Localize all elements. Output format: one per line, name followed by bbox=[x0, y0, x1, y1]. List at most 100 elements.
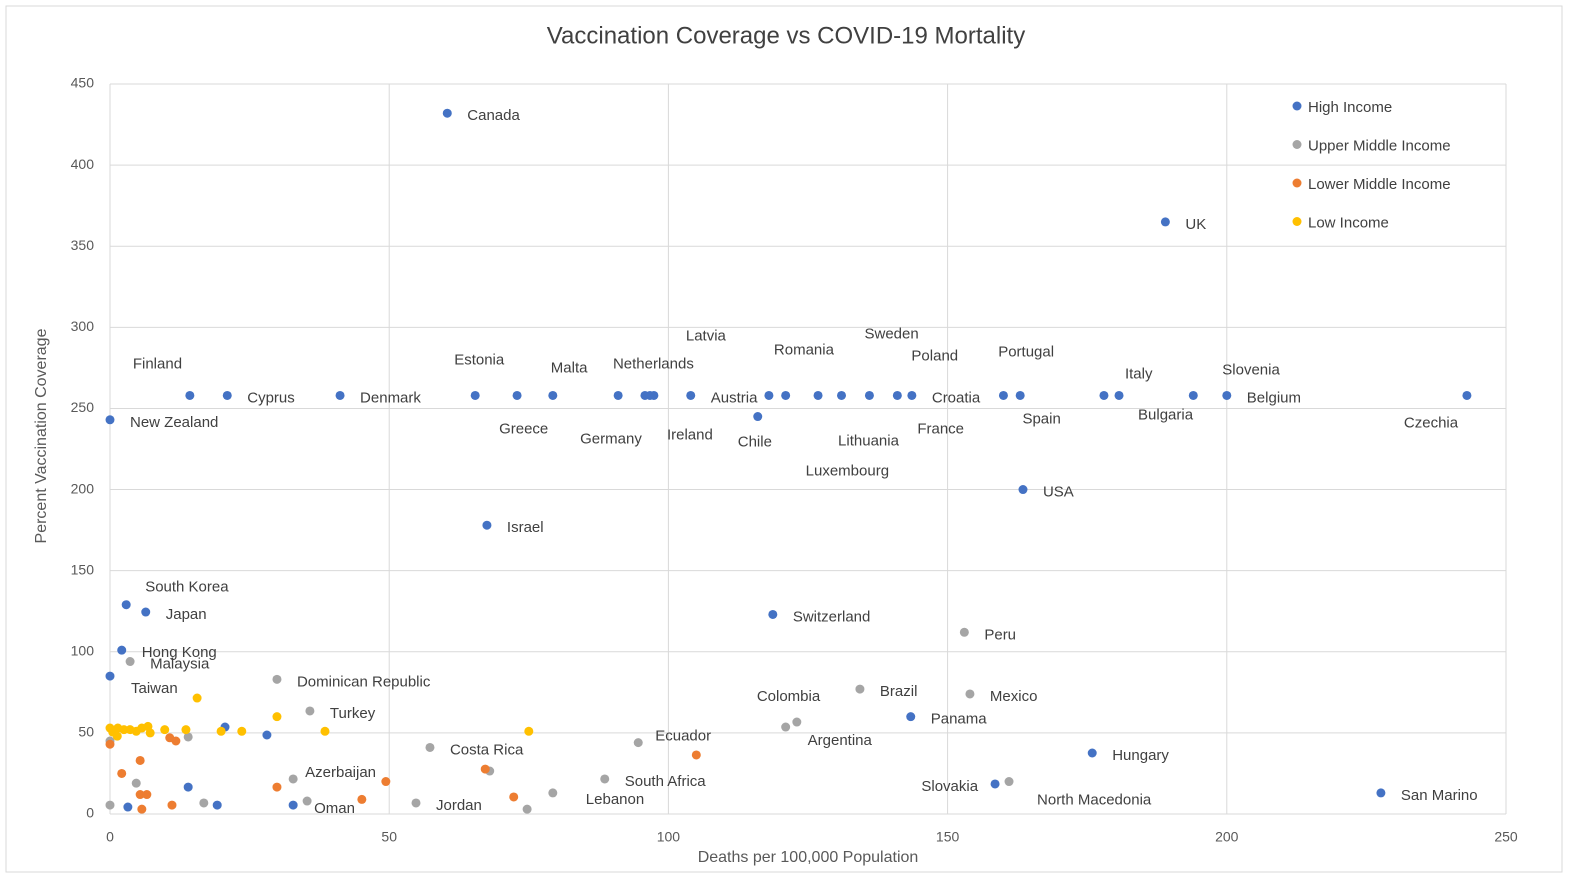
chart-frame bbox=[5, 5, 1563, 873]
point bbox=[105, 671, 115, 681]
point-label: Cyprus bbox=[247, 389, 295, 406]
point bbox=[135, 790, 145, 800]
y-tick-label: 450 bbox=[71, 75, 95, 91]
point-label: North Macedonia bbox=[1037, 792, 1152, 809]
point bbox=[1015, 390, 1025, 400]
legend-label: High Income bbox=[1308, 99, 1392, 116]
legend-marker bbox=[1292, 140, 1302, 149]
point-label: Ecuador bbox=[655, 728, 711, 745]
point bbox=[1018, 485, 1028, 495]
point bbox=[121, 600, 131, 610]
point bbox=[482, 520, 492, 530]
point bbox=[411, 798, 421, 808]
point-label: UK bbox=[1185, 216, 1206, 233]
point-label: Germany bbox=[580, 430, 642, 447]
point bbox=[1462, 390, 1472, 400]
point-label: Czechia bbox=[1404, 414, 1459, 431]
point bbox=[183, 732, 193, 742]
point bbox=[998, 390, 1008, 400]
point bbox=[768, 609, 778, 619]
point-label: Hong Kong bbox=[142, 644, 217, 661]
point bbox=[216, 726, 226, 736]
y-tick-label: 250 bbox=[71, 399, 95, 415]
point bbox=[509, 792, 519, 802]
point-label: Poland bbox=[911, 347, 958, 364]
point bbox=[907, 390, 917, 400]
point bbox=[781, 722, 791, 732]
point-label: Dominican Republic bbox=[297, 673, 431, 690]
y-axis-title: Percent Vaccination Coverage bbox=[33, 328, 50, 543]
point bbox=[792, 717, 802, 727]
y-tick-label: 200 bbox=[71, 480, 95, 496]
point-label: Jordan bbox=[436, 797, 482, 814]
point bbox=[649, 390, 659, 400]
point bbox=[222, 390, 232, 400]
point bbox=[892, 390, 902, 400]
point-label: Romania bbox=[774, 341, 835, 358]
point-label: Turkey bbox=[330, 705, 376, 722]
legend-marker bbox=[1292, 101, 1302, 111]
point-label: Lithuania bbox=[838, 432, 900, 449]
point-label: Slovakia bbox=[921, 778, 978, 795]
point-label: South Africa bbox=[625, 773, 707, 790]
point bbox=[548, 788, 558, 798]
point-label: Greece bbox=[499, 420, 548, 437]
y-tick-label: 100 bbox=[71, 642, 95, 658]
point-label: Brazil bbox=[880, 683, 918, 700]
legend-marker bbox=[1292, 217, 1302, 226]
point bbox=[305, 706, 315, 716]
point bbox=[137, 804, 147, 814]
point bbox=[965, 689, 975, 699]
point-label: San Marino bbox=[1401, 787, 1478, 804]
point bbox=[864, 390, 874, 400]
legend-marker bbox=[1292, 178, 1302, 188]
y-tick-label: 350 bbox=[71, 237, 95, 253]
y-tick-label: 150 bbox=[71, 561, 95, 577]
point bbox=[145, 728, 155, 738]
x-axis-title: Deaths per 100,000 Population bbox=[698, 849, 919, 866]
point-label: Oman bbox=[314, 800, 355, 817]
point bbox=[192, 693, 202, 703]
point bbox=[813, 390, 823, 400]
point bbox=[288, 800, 298, 810]
point bbox=[753, 412, 763, 422]
point bbox=[105, 739, 115, 749]
point bbox=[855, 684, 865, 694]
point bbox=[288, 774, 298, 784]
point bbox=[691, 750, 701, 760]
point bbox=[105, 800, 115, 810]
point bbox=[381, 777, 391, 787]
point bbox=[633, 738, 643, 748]
point bbox=[183, 782, 193, 792]
point bbox=[160, 725, 170, 735]
x-tick-label: 250 bbox=[1494, 829, 1518, 845]
point bbox=[548, 390, 558, 400]
point-label: Finland bbox=[133, 355, 182, 372]
point bbox=[357, 794, 367, 804]
point bbox=[112, 731, 122, 741]
point bbox=[906, 712, 916, 722]
point bbox=[171, 736, 181, 746]
x-tick-label: 100 bbox=[657, 829, 681, 845]
point bbox=[522, 804, 532, 814]
point bbox=[1114, 390, 1124, 400]
point-label: Mexico bbox=[990, 688, 1038, 705]
point bbox=[320, 726, 330, 736]
point bbox=[141, 607, 151, 617]
point-label: Austria bbox=[711, 389, 758, 406]
legend-label: Low Income bbox=[1308, 214, 1389, 231]
point-label: Israel bbox=[507, 519, 544, 536]
point bbox=[764, 390, 774, 400]
legend-label: Upper Middle Income bbox=[1308, 137, 1451, 154]
point-label: Croatia bbox=[932, 389, 981, 406]
point-label: Costa Rica bbox=[450, 741, 524, 758]
x-tick-label: 50 bbox=[381, 829, 397, 845]
point bbox=[600, 774, 610, 784]
point-label: Canada bbox=[467, 107, 520, 124]
legend-label: Lower Middle Income bbox=[1308, 176, 1451, 193]
y-tick-label: 0 bbox=[86, 805, 94, 821]
point bbox=[272, 712, 282, 722]
point-label: Malaysia bbox=[150, 655, 210, 672]
point bbox=[272, 674, 282, 684]
